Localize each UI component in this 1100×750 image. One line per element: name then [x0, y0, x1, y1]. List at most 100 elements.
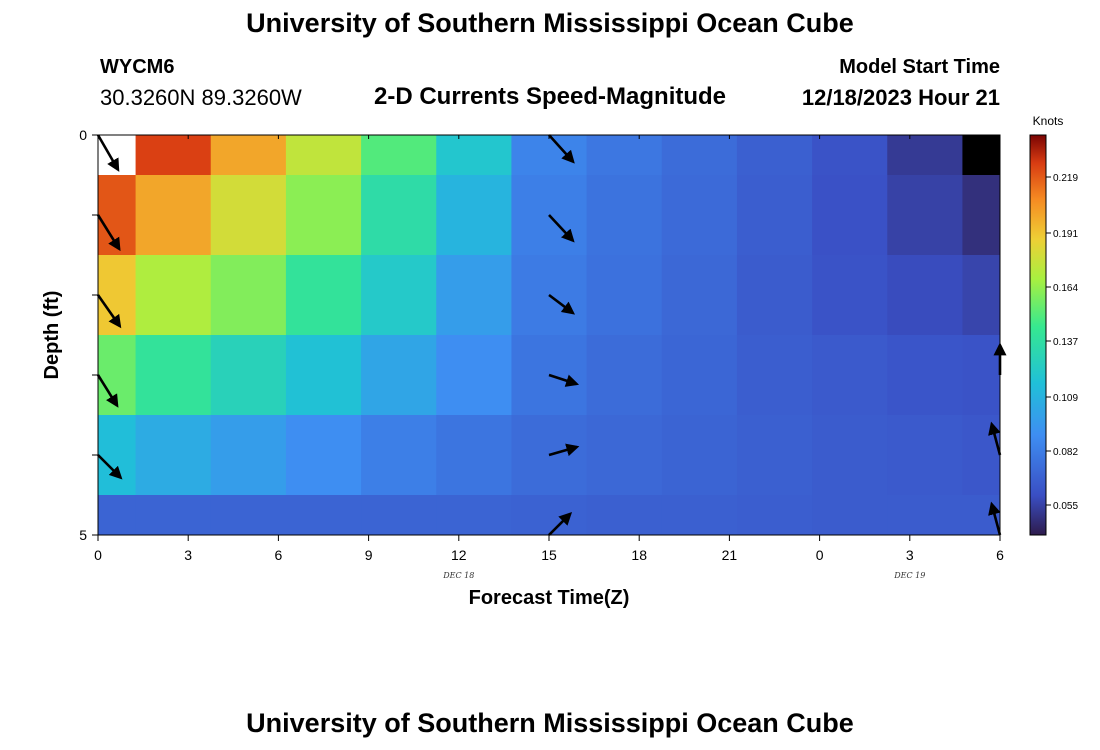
plot-title: University of Southern Mississippi Ocean…: [246, 8, 854, 38]
colorbar-scale: [1029, 134, 1047, 536]
heatmap-cell: [812, 175, 888, 256]
heatmap-cell: [962, 175, 1000, 256]
heatmap-cell: [210, 255, 287, 336]
x-axis-title: Forecast Time(Z): [469, 587, 630, 609]
heatmap-cell: [962, 415, 1000, 496]
x-tick-label: 21: [722, 547, 738, 563]
heatmap-cell: [135, 415, 212, 496]
heatmap-cell: [285, 415, 362, 496]
heatmap-cell: [887, 255, 964, 336]
heatmap-cell: [887, 335, 964, 416]
current-vectors: [96, 134, 1007, 536]
heatmap-cell: [135, 495, 212, 535]
current-vector-arrow: [548, 511, 573, 536]
current-vector-arrow: [96, 294, 122, 329]
x-tick-label: 12: [451, 547, 467, 563]
heatmap-cell: [436, 415, 513, 496]
heatmap-cell: [285, 175, 362, 256]
heatmap-cell: [812, 255, 888, 336]
y-axis-title: Depth (ft): [41, 291, 63, 380]
heatmap-cell: [586, 255, 663, 336]
x-date-label: DEC 18: [442, 571, 474, 580]
heatmap-cell: [661, 135, 738, 176]
current-vector-arrow: [96, 214, 121, 252]
y-axis: 05: [79, 127, 98, 543]
colorbar-tick-label: 0.191: [1053, 229, 1078, 240]
current-vector-arrow: [988, 421, 1002, 456]
current-vector-arrow: [96, 134, 120, 172]
heatmap-cell: [962, 135, 1000, 176]
heatmap-cell: [210, 415, 287, 496]
heatmap-cell: [436, 135, 513, 176]
heatmap-cell: [887, 495, 964, 535]
heatmap-cell: [361, 335, 437, 416]
x-axis: 0 3 6 9 12 15 18 21 0 3 6 DEC 18 DEC 19: [94, 135, 1004, 580]
heatmap-cell: [736, 175, 813, 256]
heatmap-cell: [887, 415, 964, 496]
colorbar-unit: Knots: [1033, 114, 1064, 128]
heatmap-cell: [586, 175, 663, 256]
heatmap-cell: [736, 495, 813, 535]
heatmap-cell: [812, 335, 888, 416]
heatmap-cell: [586, 415, 663, 496]
chart-heading: 2-D Currents Speed-Magnitude: [373, 83, 727, 110]
heatmap-cell: [962, 335, 1000, 416]
heatmap-cell: [661, 175, 738, 256]
heatmap-cell: [736, 335, 813, 416]
x-tick-label: 3: [184, 547, 192, 563]
heatmap-cell: [736, 135, 813, 176]
x-tick-label: 6: [996, 547, 1004, 563]
heatmap-cell: [812, 135, 888, 176]
x-tick-label: 0: [94, 547, 102, 563]
heatmap-cell: [812, 415, 888, 496]
heatmap-cell: [361, 495, 437, 535]
heatmap-cell: [586, 495, 663, 535]
heatmap-cell: [285, 335, 362, 416]
colorbar-tick-label: 0.055: [1053, 501, 1078, 512]
heatmap-cell: [511, 495, 588, 535]
current-vector-arrow: [97, 454, 123, 480]
y-tick-label: 5: [79, 527, 87, 543]
heatmap-cell: [436, 255, 513, 336]
heatmap-cell: [661, 415, 738, 496]
colorbar-tick-label: 0.137: [1053, 337, 1078, 348]
heatmap-cell: [210, 335, 287, 416]
heatmap-cell: [285, 255, 362, 336]
heatmap-cell: [511, 135, 588, 176]
heatmap-cell: [98, 495, 137, 535]
colorbar-tick-label: 0.164: [1053, 283, 1078, 294]
heatmap-cell: [661, 495, 738, 535]
colorbar-tick-label: 0.219: [1053, 173, 1078, 184]
colorbar: Knots 0.219 0.191 0.164 0.137 0.109 0.082 0.05…: [1029, 114, 1078, 536]
heatmap-cell: [361, 255, 437, 336]
heatmap-cell: [210, 135, 287, 176]
heatmap-cell: [135, 335, 212, 416]
heatmap-cell: [436, 495, 513, 535]
heatmap-cell: [98, 415, 137, 496]
current-vector-arrow: [96, 374, 119, 408]
heatmap-cell: [361, 415, 437, 496]
x-tick-label: 18: [631, 547, 647, 563]
current-vector-arrow: [988, 501, 1002, 536]
station-coordinates: 30.3260N 89.3260W: [100, 85, 302, 110]
heatmap-cell: [736, 415, 813, 496]
heatmap-cell: [285, 135, 362, 176]
heatmap-cell: [285, 495, 362, 535]
colorbar-tick-label: 0.082: [1053, 447, 1078, 458]
heatmap-cell: [812, 495, 888, 535]
colorbar-tick-label: 0.109: [1053, 393, 1078, 404]
model-start-label: Model Start Time: [839, 56, 1000, 78]
heatmap-cells: [98, 135, 1000, 535]
x-tick-label: 9: [365, 547, 373, 563]
heatmap-cell: [135, 255, 212, 336]
x-tick-label: 6: [275, 547, 283, 563]
heatmap-cell: [962, 255, 1000, 336]
y-tick-label: 0: [79, 127, 87, 143]
heatmap-cell: [135, 135, 212, 176]
x-date-label: DEC 19: [893, 571, 925, 580]
current-vector-arrow: [548, 293, 576, 315]
heatmap-cell: [135, 175, 212, 256]
heatmap-cell: [210, 175, 287, 256]
current-vector-arrow: [548, 214, 575, 243]
